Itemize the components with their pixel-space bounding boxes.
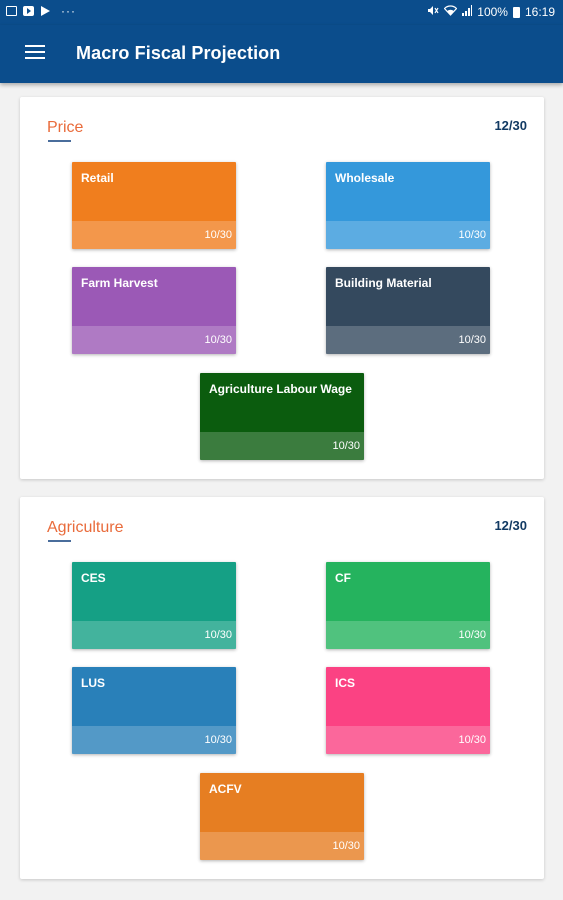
battery-percent: 100% bbox=[477, 5, 508, 19]
tile-wholesale[interactable]: Wholesale 10/30 bbox=[326, 162, 490, 249]
tile-label: Building Material bbox=[335, 276, 432, 290]
notification-icons: ··· bbox=[6, 4, 76, 18]
tile-building-material[interactable]: Building Material 10/30 bbox=[326, 267, 490, 354]
tile-count: 10/30 bbox=[458, 629, 486, 641]
youtube-icon bbox=[23, 6, 34, 16]
tile-count: 10/30 bbox=[204, 629, 232, 641]
tile-cf[interactable]: CF 10/30 bbox=[326, 562, 490, 649]
hamburger-menu-icon[interactable] bbox=[25, 45, 45, 61]
tile-count: 10/30 bbox=[204, 734, 232, 746]
section-title-underline bbox=[48, 540, 71, 542]
price-card: Price 12/30 Retail 10/30 Wholesale 10/30… bbox=[20, 97, 544, 479]
battery-icon bbox=[512, 6, 520, 18]
gallery-icon bbox=[6, 6, 17, 16]
section-title-underline bbox=[48, 140, 71, 142]
tile-footer: 10/30 bbox=[326, 621, 490, 649]
tile-footer: 10/30 bbox=[72, 621, 236, 649]
mute-icon bbox=[427, 5, 439, 19]
wifi-icon bbox=[443, 5, 458, 19]
tile-count: 10/30 bbox=[332, 440, 360, 452]
section-title: Price bbox=[47, 119, 84, 136]
tile-label: Agriculture Labour Wage bbox=[209, 382, 352, 396]
tile-ics[interactable]: ICS 10/30 bbox=[326, 667, 490, 754]
section-count: 12/30 bbox=[494, 518, 527, 533]
tile-count: 10/30 bbox=[332, 840, 360, 852]
tile-ces[interactable]: CES 10/30 bbox=[72, 562, 236, 649]
tile-footer: 10/30 bbox=[72, 221, 236, 249]
section-count: 12/30 bbox=[494, 118, 527, 133]
app-bar: Macro Fiscal Projection bbox=[0, 25, 563, 83]
tile-footer: 10/30 bbox=[326, 326, 490, 354]
tile-footer: 10/30 bbox=[326, 221, 490, 249]
tile-count: 10/30 bbox=[458, 229, 486, 241]
tile-label: ICS bbox=[335, 676, 356, 690]
tile-footer: 10/30 bbox=[72, 726, 236, 754]
agriculture-card: Agriculture 12/30 CES 10/30 CF 10/30 LUS… bbox=[20, 497, 544, 879]
tile-lus[interactable]: LUS 10/30 bbox=[72, 667, 236, 754]
tile-label: Wholesale bbox=[335, 171, 395, 185]
tile-footer: 10/30 bbox=[200, 432, 364, 460]
more-notifications-icon: ··· bbox=[61, 4, 76, 18]
tile-farm-harvest[interactable]: Farm Harvest 10/30 bbox=[72, 267, 236, 354]
tile-label: CES bbox=[81, 571, 106, 585]
tile-count: 10/30 bbox=[458, 334, 486, 346]
tile-label: CF bbox=[335, 571, 351, 585]
clock: 16:19 bbox=[524, 5, 555, 19]
play-store-icon bbox=[40, 6, 51, 16]
tile-label: Farm Harvest bbox=[81, 276, 158, 290]
tile-label: LUS bbox=[81, 676, 105, 690]
tile-footer: 10/30 bbox=[200, 832, 364, 860]
signal-icon bbox=[462, 5, 473, 19]
tile-count: 10/30 bbox=[204, 229, 232, 241]
tile-label: Retail bbox=[81, 171, 114, 185]
tile-footer: 10/30 bbox=[72, 326, 236, 354]
status-bar: ··· 100% 16:19 bbox=[0, 0, 563, 25]
system-icons: 100% 16:19 bbox=[427, 5, 555, 19]
app-title: Macro Fiscal Projection bbox=[76, 43, 281, 63]
tile-agriculture-labour-wage[interactable]: Agriculture Labour Wage 10/30 bbox=[200, 373, 364, 460]
tile-acfv[interactable]: ACFV 10/30 bbox=[200, 773, 364, 860]
tile-count: 10/30 bbox=[458, 734, 486, 746]
tile-count: 10/30 bbox=[204, 334, 232, 346]
tile-retail[interactable]: Retail 10/30 bbox=[72, 162, 236, 249]
tile-footer: 10/30 bbox=[326, 726, 490, 754]
section-title: Agriculture bbox=[47, 519, 124, 536]
tile-label: ACFV bbox=[209, 782, 242, 796]
